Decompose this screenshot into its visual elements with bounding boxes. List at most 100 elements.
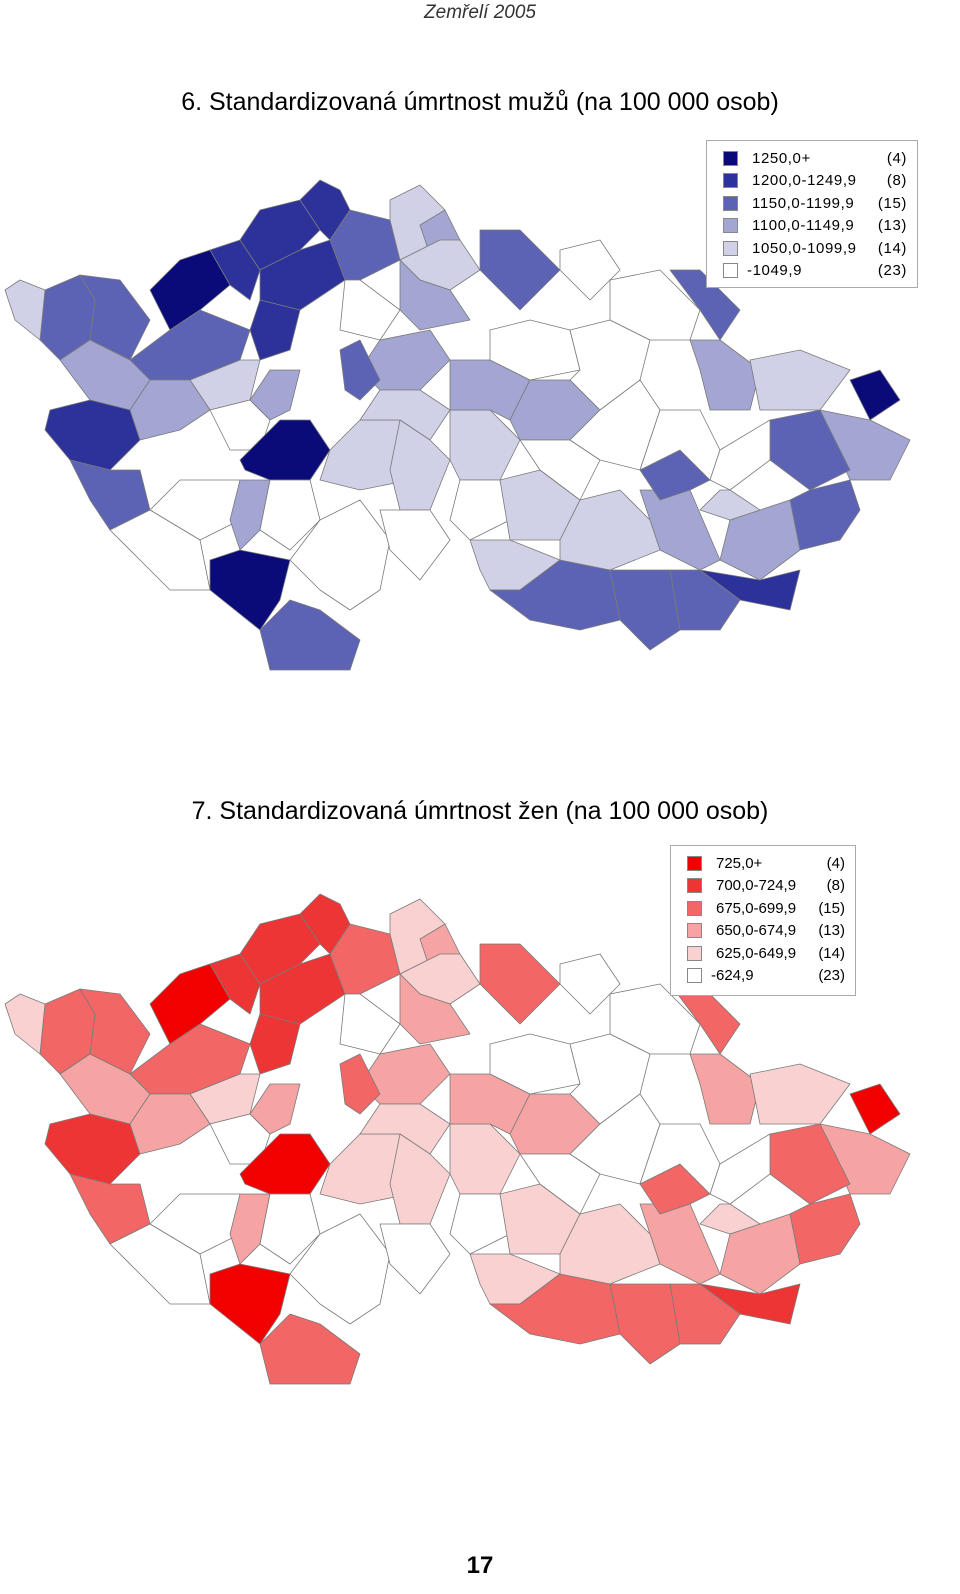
district-region	[249, 1083, 301, 1135]
district-region	[44, 1113, 141, 1185]
map-legend-men: 1250,0+ (4) 1200,0-1249,9 (8) 1150,0-1199,9 (…	[706, 140, 918, 288]
district-region	[249, 369, 301, 421]
district-region	[789, 479, 861, 551]
district-region	[449, 1123, 521, 1195]
district-region	[559, 1203, 661, 1285]
legend-range: 1150,0-1199,9	[752, 194, 855, 212]
map-title-men: 6. Standardizovaná úmrtnost mužů (na 100…	[181, 88, 779, 116]
legend-range: -624,9	[711, 967, 754, 985]
legend-range: 1050,0-1099,9	[752, 239, 857, 257]
legend-row: -624,9 (23)	[687, 965, 845, 988]
district-region	[559, 489, 661, 571]
legend-count: (14)	[818, 944, 845, 962]
map-legend-women: 725,0+ (4) 700,0-724,9 (8) 675,0-699,9 (15) 65…	[670, 845, 856, 996]
legend-range: 650,0-674,9	[716, 922, 797, 940]
district-region	[379, 1223, 451, 1295]
legend-count: (23)	[818, 967, 845, 985]
district-region	[339, 993, 401, 1055]
legend-swatch	[687, 855, 702, 871]
legend-swatch	[687, 923, 702, 939]
page-header: Zemřelí 2005	[424, 2, 536, 23]
district-region	[259, 1313, 361, 1385]
district-region	[229, 1193, 271, 1265]
legend-row: 1150,0-1199,9 (15)	[723, 192, 907, 215]
legend-range: 675,0-699,9	[716, 899, 797, 917]
legend-row: 625,0-649,9 (14)	[687, 942, 845, 965]
legend-swatch	[723, 195, 738, 211]
district-region	[489, 1273, 621, 1345]
district-region	[789, 1193, 861, 1265]
legend-swatch	[723, 240, 738, 256]
district-region	[849, 369, 901, 421]
legend-range: 1200,0-1249,9	[752, 172, 857, 190]
legend-count: (15)	[818, 899, 845, 917]
legend-swatch	[723, 173, 738, 189]
legend-count: (13)	[818, 922, 845, 940]
district-region	[4, 279, 46, 341]
district-region	[489, 559, 621, 631]
legend-swatch	[687, 968, 702, 984]
page-number: 17	[466, 1552, 494, 1579]
district-region	[4, 993, 46, 1055]
district-region	[259, 599, 361, 671]
district-region	[249, 1013, 301, 1075]
district-region	[249, 299, 301, 361]
legend-count: (15)	[877, 194, 907, 212]
district-region	[44, 399, 141, 471]
legend-row: 725,0+ (4)	[687, 852, 845, 875]
district-region	[379, 509, 451, 581]
district-region	[109, 1223, 211, 1305]
legend-range: 1250,0+	[752, 149, 811, 167]
district-region	[109, 509, 211, 591]
legend-row: 1050,0-1099,9 (14)	[723, 237, 907, 260]
district-region	[609, 569, 681, 651]
legend-row: 700,0-724,9 (8)	[687, 875, 845, 898]
district-region	[749, 349, 851, 411]
legend-count: (8)	[886, 172, 907, 190]
legend-swatch	[687, 900, 702, 916]
district-region	[289, 1213, 391, 1325]
district-region	[689, 339, 761, 411]
district-region	[689, 1053, 761, 1125]
legend-count: (14)	[877, 239, 907, 257]
legend-range: -1049,9	[747, 262, 803, 280]
district-region	[259, 479, 321, 551]
district-region	[209, 239, 261, 301]
legend-count: (4)	[886, 149, 907, 167]
legend-range: 1100,0-1149,9	[752, 217, 855, 235]
legend-row: 1100,0-1149,9 (13)	[723, 215, 907, 238]
district-region	[519, 1153, 601, 1215]
district-region	[719, 1213, 801, 1295]
district-region	[229, 479, 271, 551]
district-region	[709, 419, 771, 491]
district-region	[669, 269, 741, 341]
map-title-women: 7. Standardizovaná úmrtnost žen (na 100 …	[191, 797, 769, 825]
district-region	[339, 1053, 381, 1115]
legend-swatch	[723, 150, 738, 166]
district-region	[749, 1063, 851, 1125]
district-region	[239, 1133, 331, 1195]
district-region	[339, 339, 381, 401]
legend-range: 625,0-649,9	[716, 944, 797, 962]
legend-row: 650,0-674,9 (13)	[687, 920, 845, 943]
choropleth-map-women	[4, 893, 911, 1385]
district-region	[719, 499, 801, 581]
district-region	[699, 1203, 761, 1235]
legend-row: 675,0-699,9 (15)	[687, 897, 845, 920]
district-region	[389, 1133, 451, 1225]
district-region	[479, 943, 561, 1025]
legend-swatch	[687, 878, 702, 894]
district-region	[339, 279, 401, 341]
district-region	[259, 1193, 321, 1265]
legend-swatch	[723, 263, 738, 279]
district-region	[519, 439, 601, 501]
district-region	[849, 1083, 901, 1135]
legend-range: 725,0+	[716, 854, 763, 872]
legend-swatch	[723, 218, 738, 234]
choropleth-map-men	[4, 179, 911, 671]
district-region	[479, 229, 561, 311]
district-region	[559, 239, 621, 301]
legend-row: 1200,0-1249,9 (8)	[723, 170, 907, 193]
district-region	[699, 489, 761, 521]
legend-count: (23)	[877, 262, 907, 280]
